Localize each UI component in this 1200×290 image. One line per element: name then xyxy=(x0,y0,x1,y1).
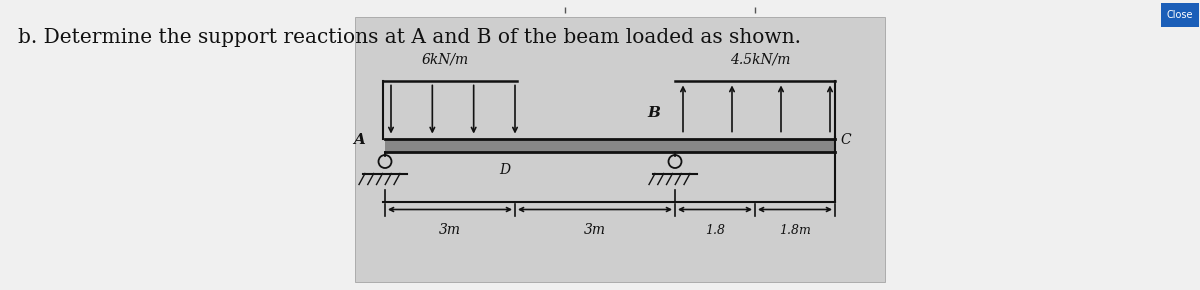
FancyBboxPatch shape xyxy=(385,139,835,151)
Text: 1.8: 1.8 xyxy=(706,224,725,237)
Text: 3m: 3m xyxy=(439,224,461,238)
Text: D: D xyxy=(499,164,510,177)
Text: Close: Close xyxy=(1166,10,1193,20)
Text: C: C xyxy=(840,133,851,147)
Text: B: B xyxy=(647,106,660,120)
Text: A: A xyxy=(353,133,365,147)
Text: 3m: 3m xyxy=(584,224,606,238)
Text: 6kN/m: 6kN/m xyxy=(421,52,468,66)
Text: b. Determine the support reactions at A and B of the beam loaded as shown.: b. Determine the support reactions at A … xyxy=(18,28,802,47)
Text: 1.8m: 1.8m xyxy=(779,224,811,237)
FancyBboxPatch shape xyxy=(1162,3,1199,27)
Text: 4.5kN/m: 4.5kN/m xyxy=(730,52,790,66)
FancyBboxPatch shape xyxy=(355,17,886,282)
